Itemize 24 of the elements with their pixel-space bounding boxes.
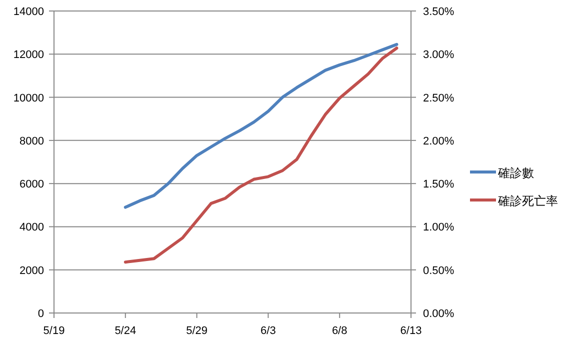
x-tick-label: 6/13 (400, 325, 422, 337)
y-tick-label: 6000 (20, 178, 44, 191)
y2-tick-label: 0.00% (423, 308, 454, 320)
y-tick-label: 4000 (20, 222, 44, 234)
x-tick-label: 6/3 (260, 325, 276, 337)
y-tick-label: 14000 (13, 6, 44, 18)
y-tick-label: 8000 (20, 135, 44, 148)
x-tick-label: 6/8 (332, 325, 348, 337)
x-tick-label: 5/19 (43, 325, 65, 337)
y-tick-label: 12000 (13, 49, 44, 62)
y2-tick-label: 1.00% (423, 222, 454, 234)
legend-label: 確診數 (497, 166, 534, 180)
y2-tick-label: 0.50% (423, 264, 454, 277)
y2-tick-label: 3.50% (423, 6, 454, 18)
y-tick-label: 10000 (13, 92, 44, 104)
x-tick-label: 5/24 (114, 325, 136, 337)
y-tick-label: 0 (38, 308, 44, 320)
y2-tick-label: 2.00% (423, 135, 454, 148)
y2-tick-label: 1.50% (423, 178, 454, 191)
y2-tick-label: 2.50% (423, 92, 454, 104)
x-tick-label: 5/29 (186, 325, 208, 337)
y-tick-label: 2000 (20, 264, 44, 277)
y2-tick-label: 3.00% (423, 49, 454, 62)
legend-label: 確診死亡率 (497, 194, 558, 208)
